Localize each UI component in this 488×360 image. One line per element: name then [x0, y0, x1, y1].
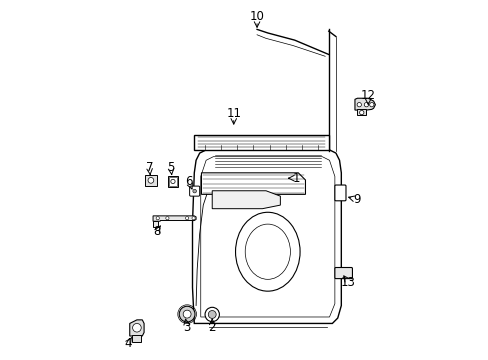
FancyBboxPatch shape — [145, 175, 156, 186]
Text: 1: 1 — [292, 172, 300, 185]
Polygon shape — [153, 216, 196, 221]
Polygon shape — [357, 109, 366, 116]
Circle shape — [192, 189, 196, 193]
Polygon shape — [212, 191, 280, 209]
Circle shape — [148, 177, 153, 183]
Circle shape — [364, 103, 368, 107]
Text: 4: 4 — [124, 337, 131, 350]
Text: 3: 3 — [183, 320, 190, 333]
Ellipse shape — [204, 307, 219, 321]
Polygon shape — [201, 157, 334, 317]
FancyBboxPatch shape — [334, 185, 346, 201]
Circle shape — [359, 111, 363, 115]
Ellipse shape — [179, 306, 195, 322]
Circle shape — [132, 323, 141, 332]
Circle shape — [369, 103, 373, 107]
FancyBboxPatch shape — [334, 267, 352, 279]
FancyBboxPatch shape — [167, 176, 178, 187]
Ellipse shape — [183, 310, 191, 318]
Circle shape — [170, 179, 175, 184]
Polygon shape — [194, 135, 328, 149]
Ellipse shape — [244, 224, 290, 279]
Ellipse shape — [208, 311, 216, 319]
Text: 8: 8 — [153, 225, 160, 238]
Text: 12: 12 — [360, 89, 375, 102]
Circle shape — [192, 217, 195, 220]
Polygon shape — [192, 149, 341, 323]
Text: 2: 2 — [208, 320, 216, 333]
Text: 11: 11 — [226, 107, 241, 120]
Circle shape — [356, 103, 361, 107]
Polygon shape — [153, 221, 158, 226]
Text: 7: 7 — [145, 161, 153, 174]
Text: 10: 10 — [249, 10, 264, 23]
Circle shape — [185, 217, 188, 220]
Polygon shape — [354, 98, 375, 110]
Text: 6: 6 — [185, 175, 192, 188]
Circle shape — [156, 217, 159, 220]
FancyBboxPatch shape — [189, 186, 199, 196]
Text: 5: 5 — [167, 161, 174, 174]
Text: 9: 9 — [353, 193, 361, 206]
Polygon shape — [131, 335, 140, 342]
Text: 13: 13 — [340, 276, 355, 289]
Polygon shape — [201, 173, 305, 194]
Polygon shape — [129, 320, 144, 336]
Ellipse shape — [235, 212, 300, 291]
Circle shape — [165, 217, 169, 220]
